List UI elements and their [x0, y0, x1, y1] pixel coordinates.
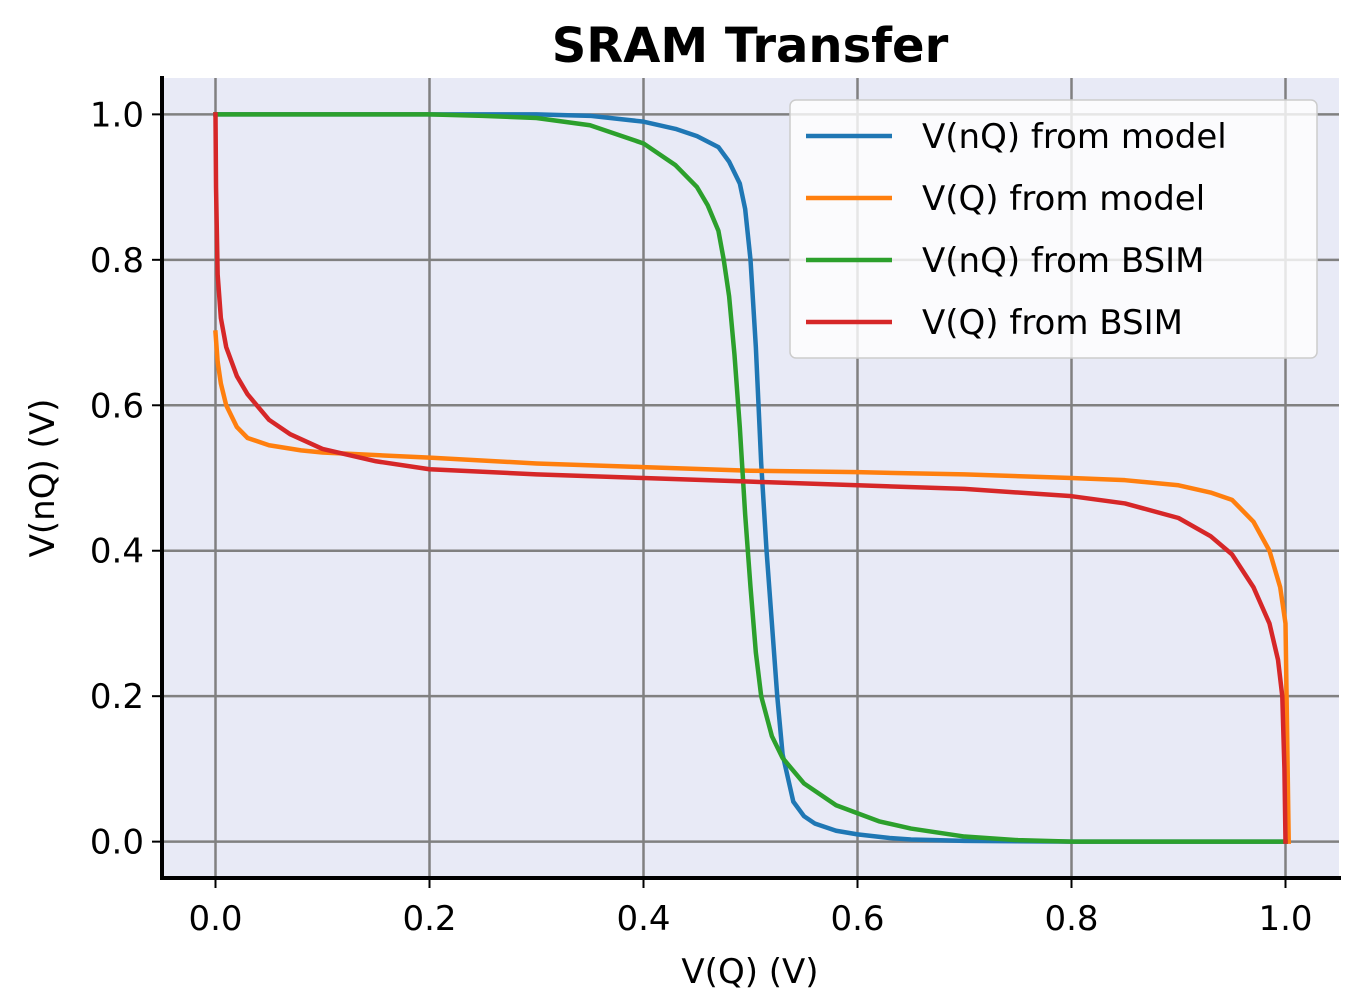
y-tick-label: 0.0: [90, 823, 144, 863]
legend-label: V(Q) from BSIM: [922, 303, 1183, 343]
x-tick-label: 1.0: [1258, 899, 1312, 939]
legend-label: V(Q) from model: [922, 179, 1205, 219]
y-tick-label: 0.4: [90, 532, 144, 572]
y-tick-label: 0.2: [90, 677, 144, 717]
legend-box: [789, 99, 1318, 359]
y-tick-label: 0.6: [90, 386, 144, 426]
series-lines: [213, 112, 1291, 844]
y-tick-label: 0.8: [90, 241, 144, 281]
legend: V(nQ) from model V(Q) from model V(nQ) fro…: [789, 99, 1318, 359]
series-line-1: [213, 112, 1288, 844]
axis-ticks: 0.0 0.2 0.4 0.6 0.8 1.0 0.0 0.2 0.4 0.6 0.8 1.0: [90, 95, 1313, 939]
series-line-2: [213, 330, 1291, 844]
series-line-3: [213, 112, 1288, 844]
x-tick-label: 0.8: [1044, 899, 1098, 939]
x-tick-label: 0.6: [830, 899, 884, 939]
series-line-4: [213, 112, 1288, 844]
x-tick-label: 0.0: [188, 899, 242, 939]
axis-spines: [160, 76, 1341, 880]
legend-label: V(nQ) from BSIM: [922, 241, 1205, 281]
x-tick-label: 0.2: [402, 899, 456, 939]
x-tick-label: 0.4: [616, 899, 670, 939]
x-axis-label: V(Q) (V): [681, 952, 818, 992]
legend-label: V(nQ) from model: [922, 117, 1227, 157]
chart-title: SRAM Transfer: [552, 18, 949, 74]
y-axis-label: V(nQ) (V): [23, 399, 63, 558]
y-tick-label: 1.0: [90, 95, 144, 135]
